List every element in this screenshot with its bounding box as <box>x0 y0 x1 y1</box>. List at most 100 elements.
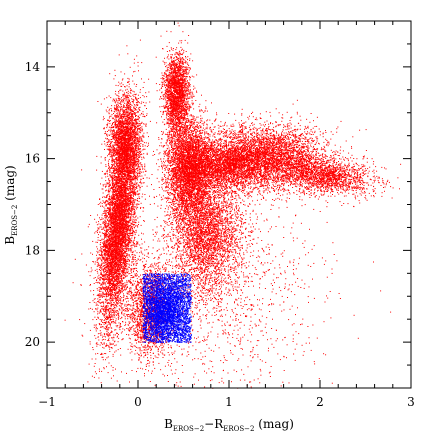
red-point <box>236 371 238 373</box>
red-point <box>215 197 217 199</box>
red-point <box>119 309 121 311</box>
red-point <box>194 140 196 142</box>
red-point <box>301 171 303 173</box>
red-point <box>296 237 298 239</box>
red-point <box>283 156 285 158</box>
red-point <box>164 167 166 169</box>
red-point <box>180 46 182 48</box>
red-point <box>228 199 230 201</box>
red-point <box>196 116 198 118</box>
red-point <box>175 111 177 113</box>
red-point <box>132 277 133 279</box>
red-point <box>109 144 111 146</box>
red-point <box>241 186 243 188</box>
red-point <box>219 251 221 253</box>
red-point <box>183 220 185 222</box>
red-point <box>117 170 119 172</box>
red-point <box>205 127 207 129</box>
red-point <box>265 246 267 248</box>
red-point <box>138 282 140 284</box>
red-point <box>114 351 116 353</box>
red-point <box>108 258 110 260</box>
red-point <box>188 242 190 244</box>
red-point <box>188 235 190 237</box>
red-point <box>225 201 227 203</box>
red-point <box>101 319 103 321</box>
red-point <box>133 239 135 241</box>
red-point <box>177 110 179 112</box>
red-point <box>135 218 137 220</box>
red-point <box>135 265 137 266</box>
red-point <box>381 178 383 180</box>
red-point <box>198 287 200 289</box>
red-point <box>120 153 122 154</box>
red-point <box>102 326 104 328</box>
red-point <box>111 147 113 149</box>
red-point <box>140 207 141 209</box>
red-point <box>321 164 323 166</box>
red-point <box>265 199 267 201</box>
red-point <box>144 165 146 167</box>
red-point <box>199 234 200 236</box>
red-point <box>304 143 306 145</box>
red-point <box>104 250 105 252</box>
red-point <box>128 198 130 200</box>
red-point <box>97 204 99 205</box>
red-point <box>365 173 367 175</box>
red-point <box>204 259 206 261</box>
red-point <box>111 172 113 174</box>
red-point <box>342 187 344 189</box>
red-point <box>133 128 135 130</box>
red-point <box>241 146 243 148</box>
red-point <box>309 187 311 189</box>
red-point <box>219 301 221 303</box>
red-point <box>191 125 193 127</box>
red-point <box>242 183 244 185</box>
red-point <box>175 152 177 154</box>
red-point <box>337 184 339 186</box>
red-point <box>184 202 186 204</box>
red-point <box>313 193 315 195</box>
red-point <box>206 278 208 280</box>
red-point <box>232 196 234 198</box>
red-point <box>135 155 137 156</box>
red-point <box>120 264 122 265</box>
red-point <box>178 62 180 64</box>
red-point <box>202 296 204 298</box>
red-point <box>245 121 247 123</box>
red-point <box>267 136 269 138</box>
red-point <box>305 177 307 179</box>
red-point <box>114 298 116 300</box>
red-point <box>155 340 157 342</box>
red-point <box>182 141 184 143</box>
red-point <box>89 284 91 286</box>
red-point <box>365 198 367 200</box>
red-point <box>121 100 123 101</box>
red-point <box>209 248 211 250</box>
red-point <box>121 82 123 84</box>
red-point <box>207 142 208 144</box>
red-point <box>261 174 263 176</box>
red-point <box>142 334 144 336</box>
red-point <box>116 206 118 208</box>
red-point <box>106 223 108 225</box>
red-point <box>200 278 202 280</box>
red-point <box>251 327 253 329</box>
red-point <box>321 169 323 171</box>
red-point <box>296 113 298 115</box>
red-point <box>187 210 189 212</box>
red-point <box>230 204 232 206</box>
red-point <box>222 218 224 220</box>
red-point <box>215 262 217 264</box>
red-point <box>187 218 189 219</box>
red-point <box>181 63 183 65</box>
red-point <box>250 219 251 221</box>
red-point <box>236 216 238 218</box>
red-point <box>312 149 314 151</box>
red-point <box>334 195 336 197</box>
red-point <box>172 49 174 51</box>
red-point <box>177 225 179 227</box>
red-point <box>222 225 224 226</box>
red-point <box>203 192 205 194</box>
red-point <box>116 326 118 328</box>
